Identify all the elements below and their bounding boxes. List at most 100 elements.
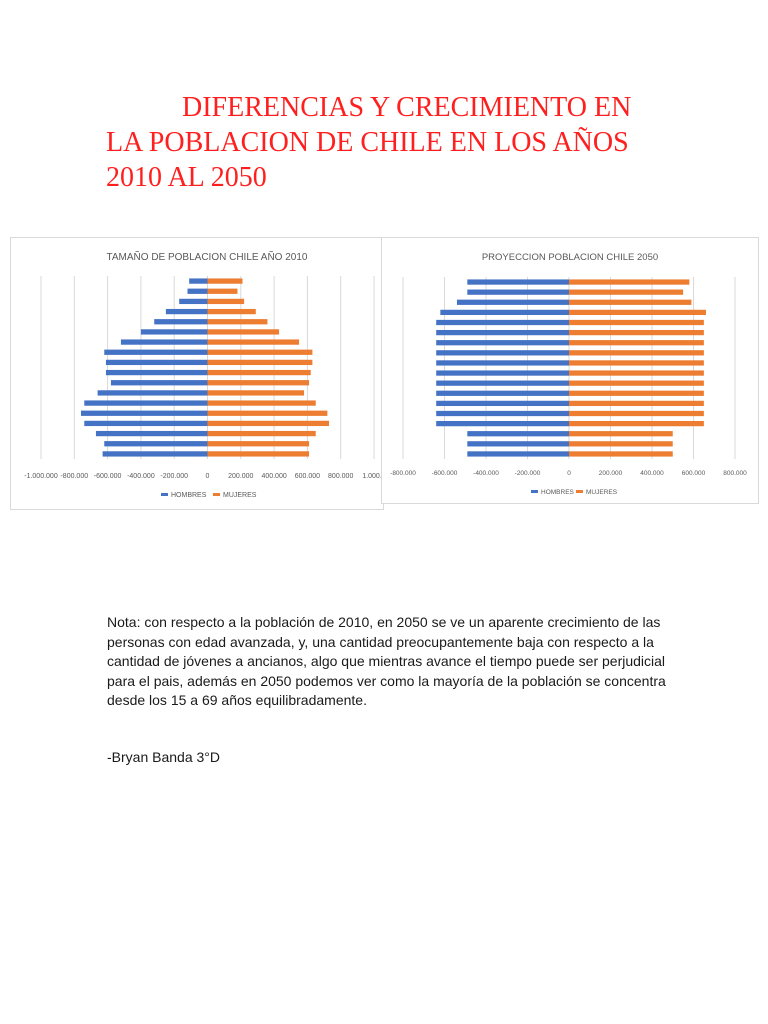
bar-mujeres: [569, 329, 704, 336]
bar-mujeres: [569, 410, 704, 417]
x-tick-label: -1.000.000: [24, 473, 58, 480]
bar-hombres: [80, 410, 208, 416]
bar-hombres: [97, 390, 208, 396]
bar-mujeres: [207, 278, 243, 284]
x-tick-label: 800.000: [328, 473, 353, 480]
x-tick-label: 200.000: [599, 470, 623, 477]
bar-hombres: [467, 441, 569, 447]
bar-hombres: [110, 380, 208, 386]
note-paragraph: Nota: con respecto a la población de 201…: [107, 614, 666, 708]
chart-2010-svg: TAMAÑO DE POBLACION CHILE AÑO 2010 -1.000…: [24, 250, 383, 499]
x-tick-label: 0: [567, 470, 571, 477]
bar-mujeres: [569, 289, 684, 295]
bar-hombres: [436, 350, 569, 356]
bar-hombres: [436, 420, 569, 427]
bar-mujeres: [569, 309, 706, 316]
x-tick-label: 400.000: [640, 470, 664, 477]
x-tick-label: -400.000: [473, 470, 499, 477]
bar-hombres: [436, 329, 569, 336]
bar-hombres: [165, 308, 208, 315]
bar-mujeres: [207, 329, 280, 335]
bar-hombres: [436, 319, 569, 326]
bar-mujeres: [207, 288, 238, 294]
x-tick-label: -200.000: [160, 473, 188, 480]
bar-hombres: [105, 369, 208, 376]
x-tick-label: 800.000: [723, 470, 747, 477]
bar-hombres: [436, 370, 569, 376]
chart-title: TAMAÑO DE POBLACION CHILE AÑO 2010: [107, 250, 308, 263]
page-title-line-3: 2010 AL 2050: [106, 162, 267, 193]
bar-hombres: [189, 278, 208, 284]
bar-hombres: [456, 299, 569, 305]
bar-mujeres: [569, 340, 704, 346]
bar-mujeres: [207, 369, 311, 376]
bar-hombres: [140, 329, 208, 335]
bar-hombres: [95, 430, 208, 437]
bar-mujeres: [207, 308, 256, 315]
bar-mujeres: [569, 390, 704, 396]
chart-proyeccion-2050: PROYECCION POBLACION CHILE 2050 -800.000 -…: [381, 237, 759, 504]
bar-mujeres: [207, 339, 300, 345]
x-tick-label: -600.000: [94, 473, 122, 480]
bar-mujeres: [207, 420, 330, 427]
x-tick-label: -200.000: [515, 470, 541, 477]
page-title-line-2: LA POBLACION DE CHILE EN LOS AÑOS: [106, 127, 629, 158]
bar-hombres: [467, 451, 569, 457]
bar-hombres: [104, 349, 208, 355]
legend-swatch-hombres: [161, 493, 168, 496]
legend-label-mujeres: MUJERES: [586, 489, 618, 496]
bar-mujeres: [569, 400, 704, 407]
legend-swatch-mujeres: [213, 493, 220, 496]
bar-hombres: [84, 420, 208, 427]
bar-hombres: [467, 431, 569, 437]
legend-swatch-mujeres: [576, 490, 583, 493]
bar-hombres: [179, 298, 208, 305]
bar-hombres: [440, 309, 569, 316]
bar-hombres: [154, 319, 208, 325]
bar-mujeres: [569, 420, 704, 427]
bar-mujeres: [207, 390, 305, 396]
page-title: DIFERENCIAS Y CRECIMIENTO EN LA POBLACIO…: [106, 90, 706, 195]
bar-mujeres: [207, 441, 310, 447]
bar-hombres: [436, 360, 569, 366]
bar-mujeres: [569, 279, 690, 285]
chart-poblacion-2010: TAMAÑO DE POBLACION CHILE AÑO 2010 -1.000…: [10, 237, 384, 510]
bar-hombres: [187, 288, 208, 294]
legend-label-hombres: HOMBRES: [541, 489, 575, 496]
bar-mujeres: [569, 350, 704, 356]
bar-mujeres: [569, 299, 692, 305]
chart-title: PROYECCION POBLACION CHILE 2050: [482, 252, 658, 263]
bar-mujeres: [207, 319, 268, 325]
chart-2050-svg: PROYECCION POBLACION CHILE 2050 -800.000 -…: [390, 252, 747, 496]
x-tick-label: 1.000.0: [362, 473, 383, 480]
bar-mujeres: [569, 319, 704, 326]
bar-mujeres: [569, 370, 704, 376]
bar-mujeres: [207, 349, 313, 355]
x-tick-label: -400.000: [127, 473, 155, 480]
bar-mujeres: [569, 441, 673, 447]
bar-mujeres: [207, 430, 316, 437]
bar-hombres: [102, 451, 208, 457]
bar-hombres: [84, 400, 208, 406]
bar-mujeres: [207, 380, 310, 386]
bar-hombres: [436, 380, 569, 386]
bar-mujeres: [207, 298, 245, 305]
bar-mujeres: [207, 400, 316, 406]
x-tick-label: 400.000: [261, 473, 286, 480]
x-tick-label: 600.000: [295, 473, 320, 480]
legend-label-mujeres: MUJERES: [223, 492, 257, 499]
bar-mujeres: [207, 451, 310, 457]
author-signature: -Bryan Banda 3°D: [107, 749, 220, 765]
bar-mujeres: [207, 410, 328, 416]
x-tick-label: -800.000: [390, 470, 416, 477]
bar-hombres: [436, 390, 569, 396]
bar-mujeres: [569, 380, 704, 386]
x-tick-label: -600.000: [432, 470, 458, 477]
bar-hombres: [467, 279, 569, 285]
page-title-line-1: DIFERENCIAS Y CRECIMIENTO EN: [182, 92, 632, 123]
x-tick-label: 0: [206, 473, 210, 480]
bar-hombres: [120, 339, 208, 345]
x-tick-label: -800.000: [60, 473, 88, 480]
bar-hombres: [436, 400, 569, 407]
bar-mujeres: [207, 359, 313, 366]
